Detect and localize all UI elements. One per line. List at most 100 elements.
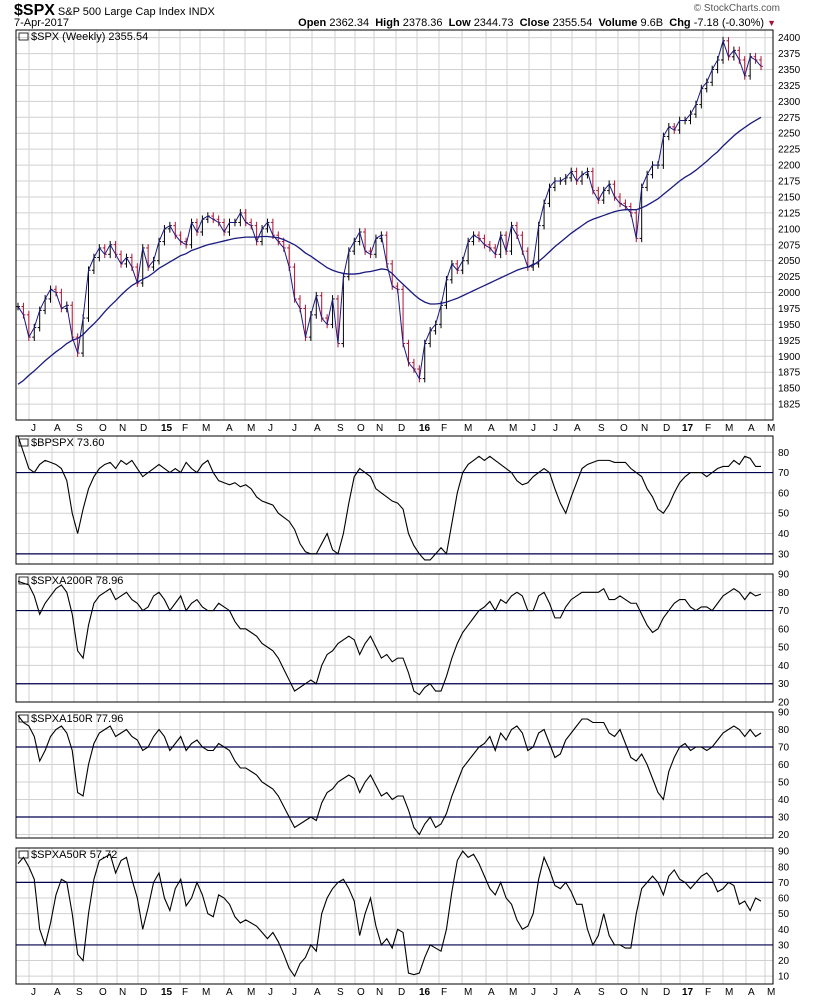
x-tick-label: A (748, 423, 755, 434)
price-bar (119, 250, 124, 268)
x-tick-label: A (574, 423, 581, 434)
x-tick-label: 16 (419, 987, 431, 998)
x-tick-label: S (337, 987, 344, 998)
y-tick-label: 70 (778, 468, 790, 479)
y-tick-label: 90 (778, 708, 790, 719)
y-tick-label: 2350 (778, 65, 801, 76)
x-tick-label: A (314, 987, 321, 998)
x-tick-label: A (54, 423, 61, 434)
y-tick-label: 50 (778, 643, 790, 654)
x-tick-label: S (76, 987, 83, 998)
x-tick-label: M (247, 423, 255, 434)
symbol-title: $SPX S&P 500 Large Cap Index INDX (14, 2, 215, 19)
y-tick-label: 50 (778, 778, 790, 789)
spxa150r-panel: 20 30 40 50 60 70 80 90 $SPXA150R 77.96 (15, 708, 790, 841)
panel-frame (15, 711, 774, 839)
price-bar (574, 167, 579, 185)
legend-swatch-icon (18, 438, 29, 447)
x-tick-label: F (705, 987, 711, 998)
y-tick-label: 90 (778, 570, 790, 581)
y-tick-label: 30 (778, 679, 790, 690)
x-tick-label: N (119, 423, 126, 434)
y-tick-label: 1950 (778, 320, 801, 331)
y-tick-label: 2025 (778, 272, 801, 283)
x-tick-label: M (725, 423, 733, 434)
down-triangle-icon: ▼ (767, 18, 776, 28)
price-bar (352, 237, 357, 255)
x-tick-label: J (292, 423, 297, 434)
y-tick-label: 2400 (778, 33, 801, 44)
y-tick-label: 10 (778, 972, 790, 983)
x-tick-label: S (598, 987, 605, 998)
x-tick-label: O (357, 423, 365, 434)
panel-frame (15, 847, 774, 985)
y-tick-label: 1825 (778, 400, 801, 411)
y-tick-label: 1925 (778, 336, 801, 347)
panel-label: $SPXA50R 57.72 (31, 849, 117, 861)
price-bar (650, 161, 655, 179)
x-tick-label: A (488, 987, 495, 998)
x-tick-label: J (531, 423, 536, 434)
x-tick-label: M (464, 423, 472, 434)
panel-label: $SPXA200R 78.96 (31, 575, 123, 587)
y-tick-label: 40 (778, 925, 790, 936)
x-tick-label: A (574, 987, 581, 998)
price-bar (222, 218, 227, 236)
y-tick-label: 2200 (778, 161, 801, 172)
y-tick-label: 2275 (778, 113, 801, 124)
price-bar (249, 218, 254, 230)
x-tick-label: N (641, 423, 648, 434)
x-tick-label: A (748, 987, 755, 998)
price-bar (227, 218, 232, 236)
x-tick-label: A (488, 423, 495, 434)
y-tick-label: 80 (778, 588, 790, 599)
y-tick-label: 2325 (778, 81, 801, 92)
bpspx-panel: 30 40 50 60 70 80 $BPSPX 73.60 (15, 435, 790, 565)
indicator-line (17, 850, 762, 978)
x-tick-label: A (226, 987, 233, 998)
y-tick-label: 40 (778, 661, 790, 672)
legend-swatch-icon (18, 714, 29, 723)
y-tick-label: 2300 (778, 97, 801, 108)
y-tick-label: 60 (778, 760, 790, 771)
x-tick-label: D (663, 423, 670, 434)
y-tick-label: 30 (778, 940, 790, 951)
panel-label: $SPXA150R 77.96 (31, 713, 123, 725)
panel-frame (15, 573, 774, 703)
y-tick-label: 1875 (778, 368, 801, 379)
x-tick-label: M (202, 423, 210, 434)
y-tick-label: 90 (778, 847, 790, 858)
x-tick-label: M (509, 423, 517, 434)
panel-frame (15, 435, 774, 565)
y-tick-label: 40 (778, 529, 790, 540)
legend-swatch-icon (18, 32, 29, 41)
x-tick-label: A (226, 423, 233, 434)
y-tick-label: 2375 (778, 49, 801, 60)
price-panel: 1825 1850 1875 1900 1925 1950 1975 2000 2025 2050… (15, 29, 801, 434)
x-tick-label: J (292, 987, 297, 998)
y-tick-label: 70 (778, 606, 790, 617)
x-tick-label: M (464, 987, 472, 998)
y-tick-label: 60 (778, 894, 790, 905)
legend-swatch-icon (18, 576, 29, 585)
x-tick-label: J (531, 987, 536, 998)
y-tick-label: 80 (778, 725, 790, 736)
symbol-name: S&P 500 Large Cap Index INDX (57, 6, 215, 18)
x-tick-label: J (31, 987, 36, 998)
price-bar (205, 212, 210, 224)
indicator-line (17, 580, 762, 696)
x-tick-label: M (509, 987, 517, 998)
y-tick-label: 2175 (778, 177, 801, 188)
y-tick-label: 2000 (778, 288, 801, 299)
y-tick-label: 30 (778, 549, 790, 560)
price-bar (759, 56, 763, 71)
y-tick-label: 2250 (778, 129, 801, 140)
price-bar (617, 193, 622, 208)
x-tick-label: S (337, 423, 344, 434)
x-tick-label: D (140, 423, 147, 434)
y-tick-label: 60 (778, 488, 790, 499)
x-tick-label: F (182, 423, 188, 434)
x-tick-label: J (268, 987, 273, 998)
x-tick-label: M (725, 987, 733, 998)
price-bar (194, 218, 199, 236)
